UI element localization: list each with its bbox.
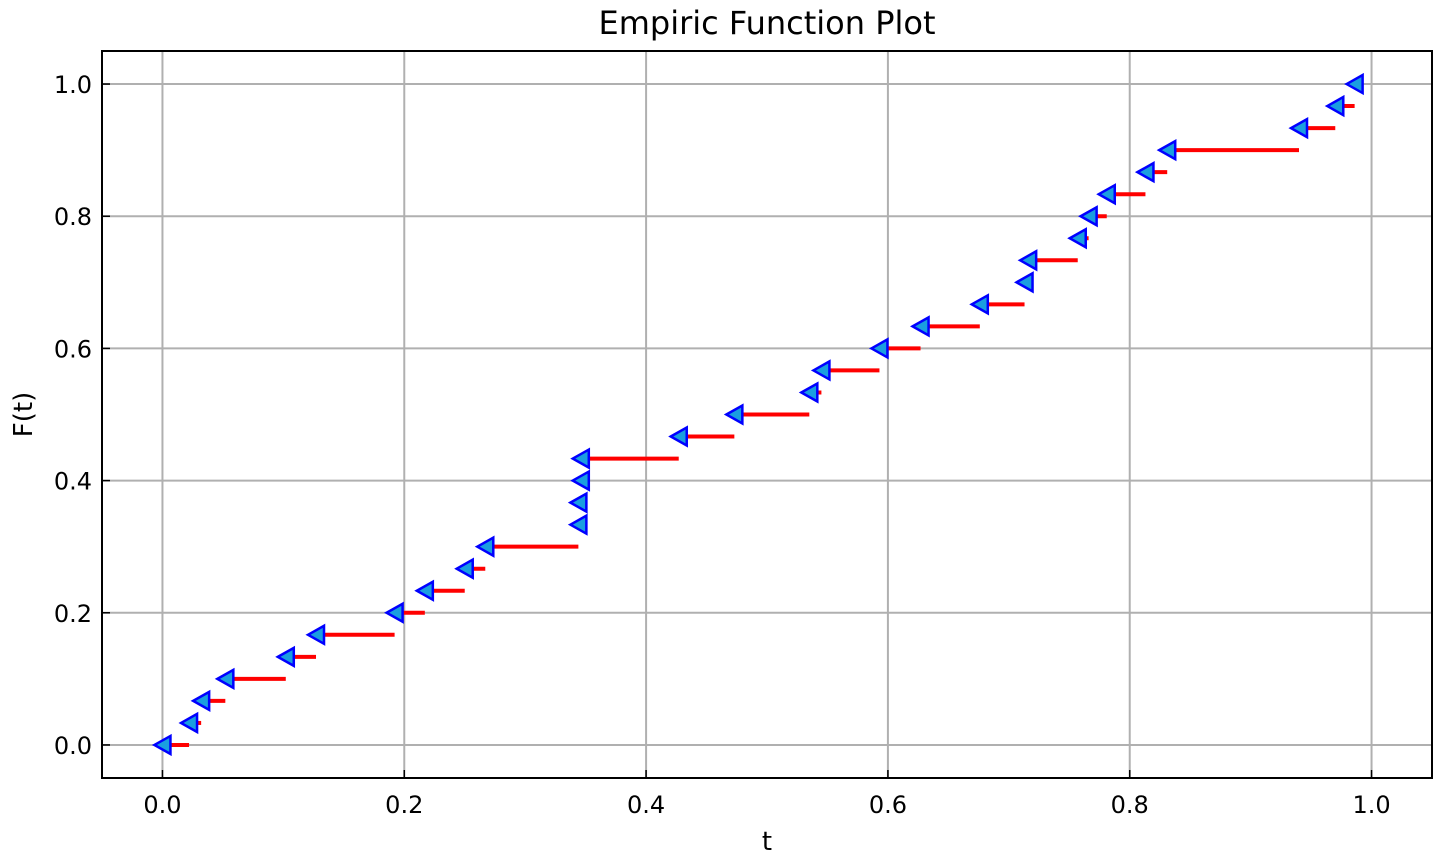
- step-marker: [567, 513, 588, 536]
- series-layer: [151, 72, 1364, 757]
- step-marker: [570, 469, 591, 492]
- y-tick-label: 0.0: [54, 732, 92, 760]
- chart-title: Empiric Function Plot: [599, 4, 936, 42]
- y-axis-label: F(t): [9, 392, 39, 437]
- step-marker: [668, 425, 688, 448]
- x-tick-label: 0.2: [385, 791, 423, 819]
- y-tick-label: 0.2: [54, 600, 92, 628]
- step-marker: [1344, 72, 1364, 96]
- plot-frame: [101, 50, 1433, 779]
- step-marker: [474, 535, 495, 558]
- step-marker: [384, 601, 404, 624]
- step-marker: [1288, 116, 1309, 140]
- step-marker: [414, 579, 435, 602]
- step-marker: [178, 711, 199, 735]
- step-marker: [454, 557, 474, 580]
- step-marker: [305, 623, 326, 646]
- x-tick-label: 0.6: [869, 791, 907, 819]
- x-axis-label: t: [762, 827, 772, 857]
- grid-layer: [102, 51, 1432, 778]
- step-marker: [151, 733, 172, 757]
- y-tick-label: 0.8: [54, 203, 92, 231]
- step-marker: [570, 447, 591, 470]
- step-marker: [798, 381, 819, 404]
- step-marker: [1096, 183, 1117, 206]
- tick-layer: 0.0 0.2 0.4 0.6 0.8 1.0 0.0 0.2 0.4 0.6 0.8 1.0: [54, 71, 1391, 819]
- x-tick-label: 1.0: [1352, 791, 1390, 819]
- x-tick-label: 0.4: [627, 791, 665, 819]
- step-marker: [1067, 227, 1087, 250]
- step-marker: [567, 491, 588, 514]
- y-tick-label: 0.4: [54, 468, 92, 496]
- step-marker: [275, 645, 296, 668]
- step-marker: [868, 337, 889, 360]
- y-tick-label: 0.6: [54, 335, 92, 363]
- step-marker: [1013, 271, 1034, 294]
- step-marker: [1134, 161, 1155, 184]
- step-marker: [1324, 94, 1345, 118]
- step-marker: [1078, 205, 1098, 228]
- step-marker: [723, 403, 744, 426]
- step-marker: [1156, 138, 1177, 162]
- step-marker: [1017, 249, 1038, 272]
- step-marker: [810, 359, 831, 382]
- step-marker: [190, 689, 211, 713]
- step-marker: [214, 667, 235, 691]
- x-tick-label: 0.0: [143, 791, 181, 819]
- x-tick-label: 0.8: [1111, 791, 1149, 819]
- step-marker: [969, 293, 990, 316]
- y-tick-label: 1.0: [54, 71, 92, 99]
- step-marker: [910, 315, 930, 338]
